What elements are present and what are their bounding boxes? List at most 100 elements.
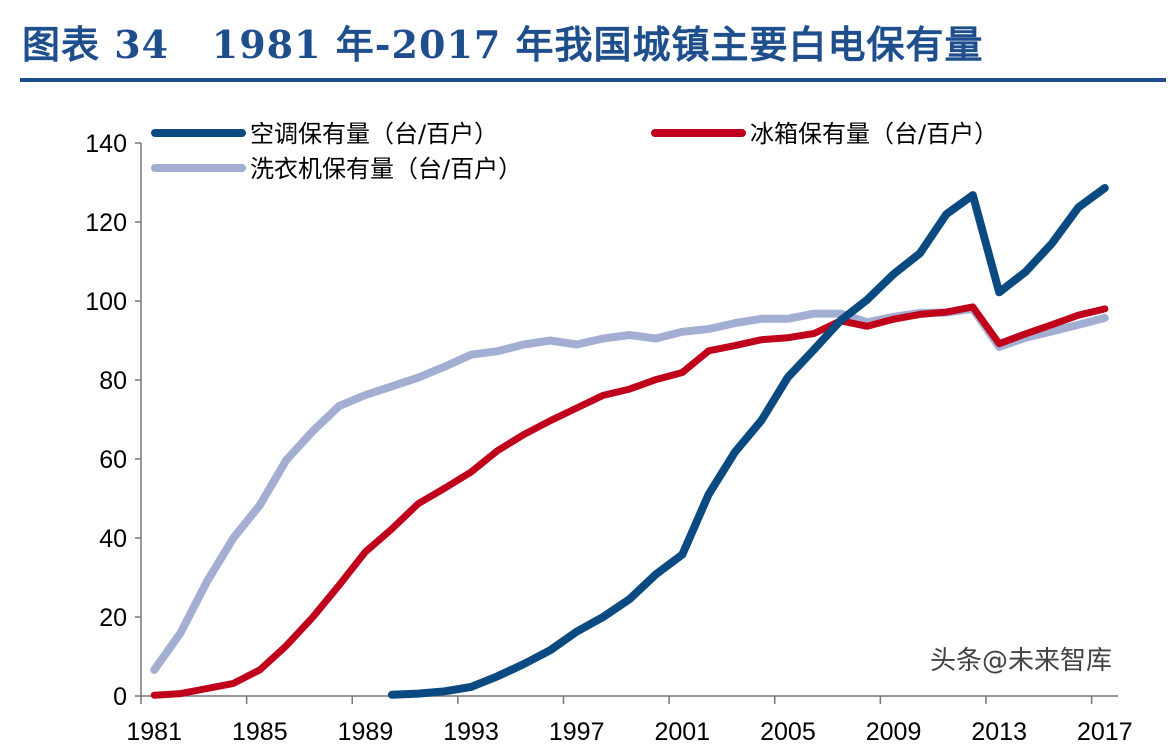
x-tick-label: 2017 <box>1077 718 1133 746</box>
data-point <box>338 584 340 586</box>
y-tick-label: 60 <box>99 446 127 474</box>
data-point <box>629 334 630 336</box>
data-point <box>1051 330 1053 332</box>
data-point <box>549 649 551 651</box>
y-tick-label: 20 <box>99 604 127 632</box>
x-tick-label: 1989 <box>338 718 394 746</box>
x-tick-label: 2005 <box>760 718 816 746</box>
data-point <box>813 348 815 350</box>
data-point <box>391 385 393 387</box>
data-point <box>444 366 446 368</box>
legend: 空调保有量（台/百户） 冰箱保有量（台/百户） 洗衣机保有量（台/百户） <box>151 120 998 183</box>
data-point <box>312 616 314 618</box>
data-point <box>1025 333 1027 335</box>
data-point <box>180 693 182 695</box>
data-point <box>1077 314 1079 316</box>
data-point <box>496 450 498 452</box>
data-point <box>945 213 947 215</box>
data-point <box>417 693 419 695</box>
data-point <box>602 394 604 396</box>
data-point <box>1104 187 1106 189</box>
data-point <box>549 340 551 341</box>
y-tick-label: 120 <box>85 209 127 237</box>
data-point <box>813 313 815 315</box>
data-point <box>232 682 234 684</box>
data-point <box>153 694 155 696</box>
data-point <box>523 434 525 436</box>
data-point <box>761 339 763 341</box>
data-point <box>364 551 366 553</box>
data-point <box>629 388 630 390</box>
data-point <box>1104 317 1106 319</box>
data-point <box>391 694 393 696</box>
x-tick-label: 1981 <box>126 718 182 746</box>
title-divider <box>20 78 1166 82</box>
axes: 0 20 40 60 80 100 120 140 1981 1985 1989 1993 1997 20… <box>85 130 1132 746</box>
data-point <box>364 394 366 396</box>
data-point <box>681 371 683 373</box>
data-point <box>496 675 498 677</box>
data-point <box>602 338 604 340</box>
data-point <box>444 690 446 692</box>
data-point <box>629 598 630 600</box>
data-point <box>312 430 314 432</box>
data-point <box>972 194 974 196</box>
data-point <box>259 669 261 671</box>
legend-label: 空调保有量（台/百户） <box>250 120 498 148</box>
data-point <box>655 379 657 381</box>
data-point <box>576 631 578 633</box>
data-point <box>1077 324 1079 326</box>
y-tick-label: 140 <box>85 130 127 158</box>
series-line-0 <box>387 184 1109 699</box>
data-point <box>866 325 868 327</box>
legend-label: 冰箱保有量（台/百户） <box>750 120 998 148</box>
data-point <box>206 687 208 689</box>
x-tick-label: 1993 <box>443 718 499 746</box>
data-point <box>1051 324 1053 326</box>
data-point <box>523 343 525 345</box>
data-point <box>972 306 974 308</box>
data-point <box>866 299 868 301</box>
data-point <box>232 537 234 539</box>
legend-label: 洗衣机保有量（台/百户） <box>250 155 522 183</box>
data-point <box>787 318 789 320</box>
data-point <box>1077 206 1079 208</box>
data-point <box>708 328 710 330</box>
x-tick-label: 2009 <box>866 718 922 746</box>
data-point <box>180 632 182 634</box>
y-tick-label: 100 <box>85 288 127 316</box>
data-point <box>285 645 287 647</box>
data-point <box>417 377 419 379</box>
data-point <box>761 318 763 320</box>
data-point <box>813 332 815 334</box>
data-point <box>206 580 208 582</box>
data-point <box>1051 242 1053 244</box>
data-point <box>576 343 578 345</box>
data-point <box>285 459 287 461</box>
data-point <box>998 291 1000 293</box>
data-point <box>681 331 683 333</box>
data-point <box>840 313 842 315</box>
watermark: 头条@未来智库 <box>930 646 1113 676</box>
data-point <box>417 503 419 505</box>
data-point <box>840 319 842 321</box>
data-point <box>998 343 1000 345</box>
data-point <box>444 487 446 489</box>
data-point <box>734 345 736 347</box>
data-point <box>655 338 657 340</box>
data-point <box>945 311 947 313</box>
data-point <box>681 554 683 556</box>
data-point <box>391 528 393 530</box>
data-point <box>708 350 710 352</box>
data-point <box>734 322 736 324</box>
data-point <box>523 663 525 665</box>
data-point <box>496 350 498 352</box>
data-point <box>919 313 921 315</box>
x-tick-label: 1997 <box>549 718 605 746</box>
x-tick-label: 2013 <box>971 718 1027 746</box>
data-point <box>787 376 789 378</box>
data-point <box>470 471 472 473</box>
data-point <box>338 405 340 407</box>
data-point <box>787 337 789 339</box>
